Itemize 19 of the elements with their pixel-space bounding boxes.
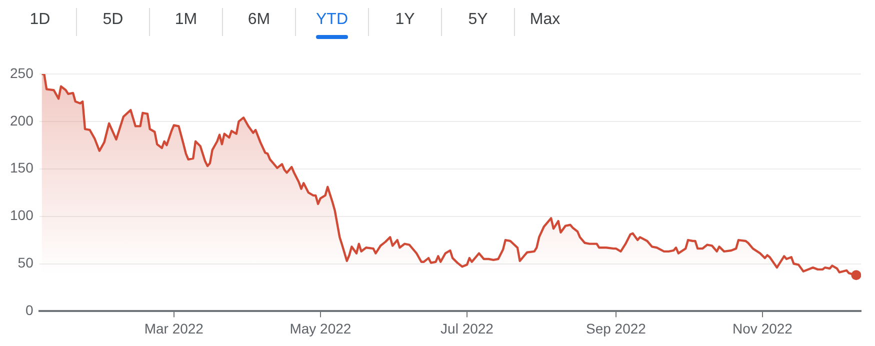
y-tick-label: 0 — [26, 302, 34, 318]
text: 1M — [174, 11, 198, 28]
text: 1D — [30, 11, 50, 28]
x-tick-label: Mar 2022 — [144, 320, 204, 336]
y-tick-label: 100 — [10, 207, 34, 224]
x-tick-label: Nov 2022 — [732, 320, 793, 336]
y-tick-label: 150 — [10, 160, 34, 176]
text: Max — [530, 11, 560, 28]
y-tick-label: 200 — [10, 112, 34, 128]
text: 1Y — [395, 11, 415, 28]
x-tick-label: Jul 2022 — [440, 320, 494, 336]
x-tick-label: May 2022 — [290, 320, 352, 336]
y-tick-label: 250 — [10, 64, 34, 81]
text: 5Y — [468, 11, 488, 28]
text: 5D — [102, 11, 124, 28]
text: YTD — [316, 11, 348, 28]
y-tick-label: 50 — [18, 254, 34, 271]
text: 6M — [248, 11, 270, 28]
x-tick-label: Sep 2022 — [586, 320, 646, 336]
